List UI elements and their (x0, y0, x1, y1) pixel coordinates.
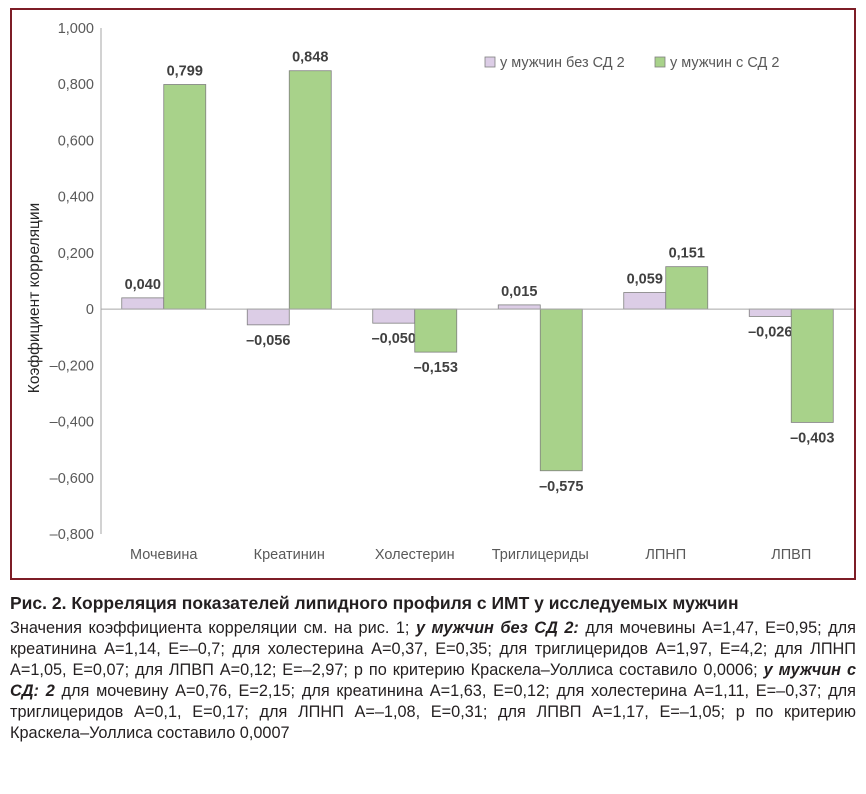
bar-with-diabetes (665, 266, 709, 310)
caption-text-3: для мочевину A=0,76, E=2,15; для креатин… (10, 682, 856, 742)
caption-body: Значения коэффициента корреляции см. на … (10, 618, 856, 744)
y-tick-label: –0,800 (50, 527, 94, 543)
figure-caption: Рис. 2. Корреляция показателей липидного… (10, 592, 856, 744)
chart-frame: 1,000 0,800 0,600 0,400 0,200 0 –0,200 –0,400 –0… (10, 8, 856, 580)
data-label: 0,059 (627, 272, 663, 288)
y-axis-title: Коэффициент корреляции (26, 203, 43, 393)
caption-text-1: Значения коэффициента корреляции см. на … (10, 619, 416, 637)
y-tick-label: 1,000 (58, 21, 94, 37)
data-label: –0,575 (539, 479, 583, 495)
bar-without-diabetes (748, 308, 792, 317)
legend-swatch (484, 56, 496, 68)
caption-title: Рис. 2. Корреляция показателей липидного… (10, 593, 739, 613)
y-tick-label: 0 (86, 302, 94, 318)
x-category-label: ЛПНП (645, 547, 686, 563)
y-tick-label: –0,600 (50, 471, 94, 487)
y-tick-label: 0,400 (58, 190, 94, 206)
y-tick-label: –0,400 (50, 415, 94, 431)
data-label: –0,403 (790, 430, 834, 446)
bar-without-diabetes (121, 297, 165, 310)
legend-label: у мужчин с СД 2 (670, 55, 779, 71)
data-label: 0,799 (167, 64, 203, 80)
caption-group-without-diabetes: у мужчин без СД 2: (415, 619, 579, 637)
data-label: 0,040 (125, 277, 161, 293)
data-label: –0,153 (414, 360, 458, 376)
caption-text-2: для мочевины A=1,47, E=0,95; для креатин… (10, 619, 856, 679)
data-label: 0,151 (669, 246, 705, 262)
bar-with-diabetes (163, 84, 207, 310)
x-category-label: ЛПВП (771, 547, 811, 563)
bar-chart: 1,000 0,800 0,600 0,400 0,200 0 –0,200 –0,400 –0… (26, 21, 854, 563)
data-label: –0,050 (372, 331, 416, 347)
bar-with-diabetes (288, 70, 332, 310)
legend-swatch (654, 56, 666, 68)
y-tick-label: 0,600 (58, 133, 94, 149)
legend-label: у мужчин без СД 2 (500, 55, 625, 71)
data-label: –0,026 (748, 324, 792, 340)
x-category-label: Холестерин (375, 547, 455, 563)
data-label: 0,848 (292, 50, 328, 66)
bar-with-diabetes (790, 308, 834, 423)
bar-with-diabetes (539, 308, 583, 472)
x-category-label: Мочевина (130, 547, 198, 563)
data-label: –0,056 (246, 333, 290, 349)
x-category-label: Триглицериды (492, 547, 589, 563)
data-label: 0,015 (501, 284, 537, 300)
bar-without-diabetes (372, 308, 416, 324)
bar-without-diabetes (246, 308, 290, 326)
y-tick-label: 0,200 (58, 246, 94, 262)
bar-without-diabetes (497, 304, 541, 310)
y-tick-label: –0,200 (50, 358, 94, 374)
y-tick-label: 0,800 (58, 77, 94, 93)
x-category-label: Креатинин (254, 547, 325, 563)
bar-with-diabetes (414, 308, 458, 353)
caption-group-with-diabetes: у мужчин с СД: 2 (10, 661, 856, 700)
bar-without-diabetes (623, 292, 667, 310)
